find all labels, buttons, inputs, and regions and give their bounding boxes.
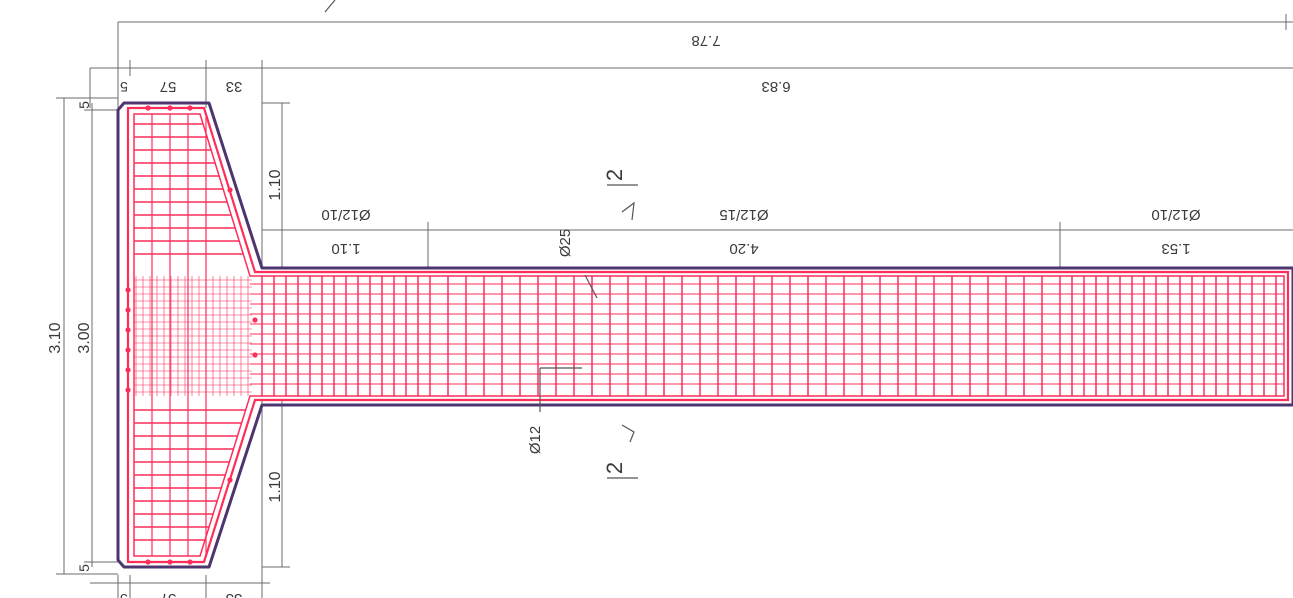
rebar-dot [187, 105, 193, 111]
leader-d25 [584, 274, 598, 299]
rebar-dot [145, 559, 151, 565]
web-stirrups [261, 276, 1277, 396]
dim-top-33: 33 [226, 78, 243, 95]
dim-left-bottom-5: 5 [76, 564, 92, 572]
flange-horizontal-bars-top [134, 123, 244, 255]
dim-seg3-bars: Ø12/10 [1151, 206, 1200, 223]
flange-vertical-bars [151, 114, 207, 556]
dim-flange-bottom: 1.10 [267, 471, 284, 502]
dim-seg2-length: 4.20 [729, 240, 758, 257]
dim-left-top-5: 5 [76, 101, 92, 109]
web-longitudinal-bars [250, 283, 1284, 385]
dim-left-inner: 3.00 [76, 322, 93, 353]
concrete-outline [116, 101, 1293, 569]
dim-bottom-5: 5 [120, 591, 128, 598]
rebar-dot [227, 477, 233, 483]
dim-flange-top: 1.10 [267, 169, 284, 200]
rebar-dot [125, 367, 131, 373]
section-label-top: 2 [602, 169, 627, 181]
bar-labels: Ø25 Ø12 2 2 [527, 169, 627, 474]
dim-seg3-length: 1.53 [1161, 240, 1190, 257]
corner-mark [324, 0, 336, 13]
rebar-dot [167, 105, 173, 111]
dimension-texts: 7.78 6.83 5 57 33 5 57 33 3.10 3.00 5 5 … [47, 32, 1201, 598]
rebar-cage [125, 105, 1290, 565]
rebar-dot [145, 105, 151, 111]
dim-top-57: 57 [160, 78, 177, 95]
dim-top-5: 5 [120, 79, 128, 95]
rebar-dot [252, 352, 258, 358]
dim-seg1-length: 1.10 [331, 240, 360, 257]
rebar-dot [167, 559, 173, 565]
flange-horizontal-bars-bottom [134, 409, 246, 541]
dim-left-total: 3.10 [47, 322, 64, 353]
dimension-lines [56, 14, 1293, 598]
rebar-dot [227, 187, 233, 193]
dim-total-length: 7.78 [691, 32, 720, 49]
dim-web-length: 6.83 [761, 78, 790, 95]
rebar-dot [125, 347, 131, 353]
section-mark-bottom [607, 424, 638, 479]
rebar-dot [187, 559, 193, 565]
section-mark-top [607, 184, 638, 221]
dim-bottom-57: 57 [160, 590, 177, 598]
core-fine-mesh [134, 276, 252, 396]
dim-seg1-bars: Ø12/10 [321, 206, 370, 223]
rebar-dots [125, 105, 258, 565]
section-label-bottom: 2 [602, 462, 627, 474]
rebar-dot [125, 287, 131, 293]
label-d25: Ø25 [557, 229, 574, 257]
dim-bottom-33: 33 [226, 590, 243, 598]
rebar-dot [125, 327, 131, 333]
label-d12: Ø12 [527, 426, 544, 454]
dim-seg2-bars: Ø12/15 [719, 206, 768, 223]
rebar-dot [252, 317, 258, 323]
rebar-dot [125, 307, 131, 313]
rebar-dot [125, 387, 131, 393]
